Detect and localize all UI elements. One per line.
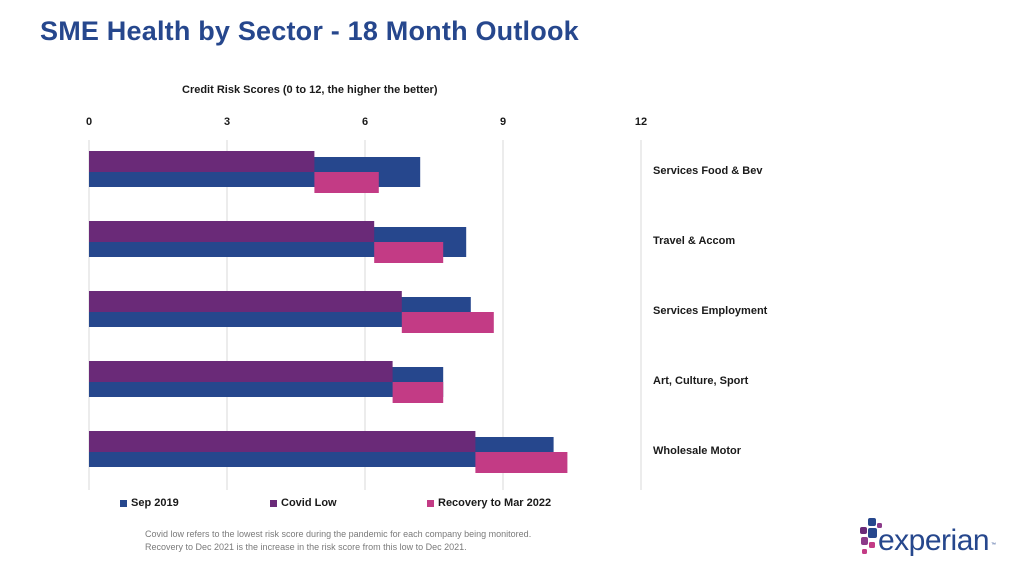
bar-covid-low	[89, 361, 393, 382]
bar-recovery	[314, 172, 379, 193]
page-title: SME Health by Sector - 18 Month Outlook	[40, 16, 579, 46]
bar-recovery	[475, 452, 568, 473]
legend-item-sep-2019: Sep 2019	[120, 497, 179, 509]
legend-swatch-sep-2019	[120, 499, 127, 507]
legend-swatch-recovery	[427, 499, 434, 507]
bar-recovery	[374, 242, 444, 263]
category-label-travel-accom: Travel & Accom	[653, 235, 735, 247]
chart-legend: Sep 2019 Covid Low Recovery to Mar 2022	[120, 497, 620, 513]
footnote-line-2: Recovery to Dec 2021 is the increase in …	[145, 542, 467, 552]
bar-covid-low	[89, 151, 315, 172]
x-tick-label: 12	[635, 116, 647, 128]
footnote: Covid low refers to the lowest risk scor…	[145, 528, 531, 554]
bar-covid-low	[89, 431, 476, 452]
x-tick-label: 0	[86, 116, 92, 128]
category-label-services-food-bev: Services Food & Bev	[653, 165, 763, 177]
legend-item-covid-low: Covid Low	[270, 497, 337, 509]
category-label-art-culture-sport: Art, Culture, Sport	[653, 375, 749, 387]
legend-item-recovery: Recovery to Mar 2022	[427, 497, 551, 509]
legend-swatch-covid-low	[270, 499, 277, 507]
x-tick-label: 3	[224, 116, 230, 128]
legend-label-recovery: Recovery to Mar 2022	[438, 497, 552, 509]
experian-logo: experian ™	[858, 514, 998, 564]
category-label-wholesale-motor: Wholesale Motor	[653, 445, 742, 457]
bar-covid-low	[89, 291, 402, 312]
bar-recovery	[401, 312, 494, 333]
footnote-line-1: Covid low refers to the lowest risk scor…	[145, 529, 532, 539]
bar-covid-low	[89, 221, 375, 242]
bar-recovery	[392, 382, 444, 403]
legend-label-sep-2019: Sep 2019	[131, 497, 179, 509]
x-tick-label: 9	[500, 116, 506, 128]
logo-dots-icon	[860, 518, 882, 554]
x-tick-label: 6	[362, 116, 368, 128]
logo-trademark: ™	[991, 542, 996, 548]
legend-label-covid-low: Covid Low	[281, 497, 337, 509]
category-label-services-employment: Services Employment	[653, 305, 768, 317]
chart-subtitle: Credit Risk Scores (0 to 12, the higher …	[182, 84, 438, 96]
logo-wordmark: experian	[878, 524, 990, 557]
